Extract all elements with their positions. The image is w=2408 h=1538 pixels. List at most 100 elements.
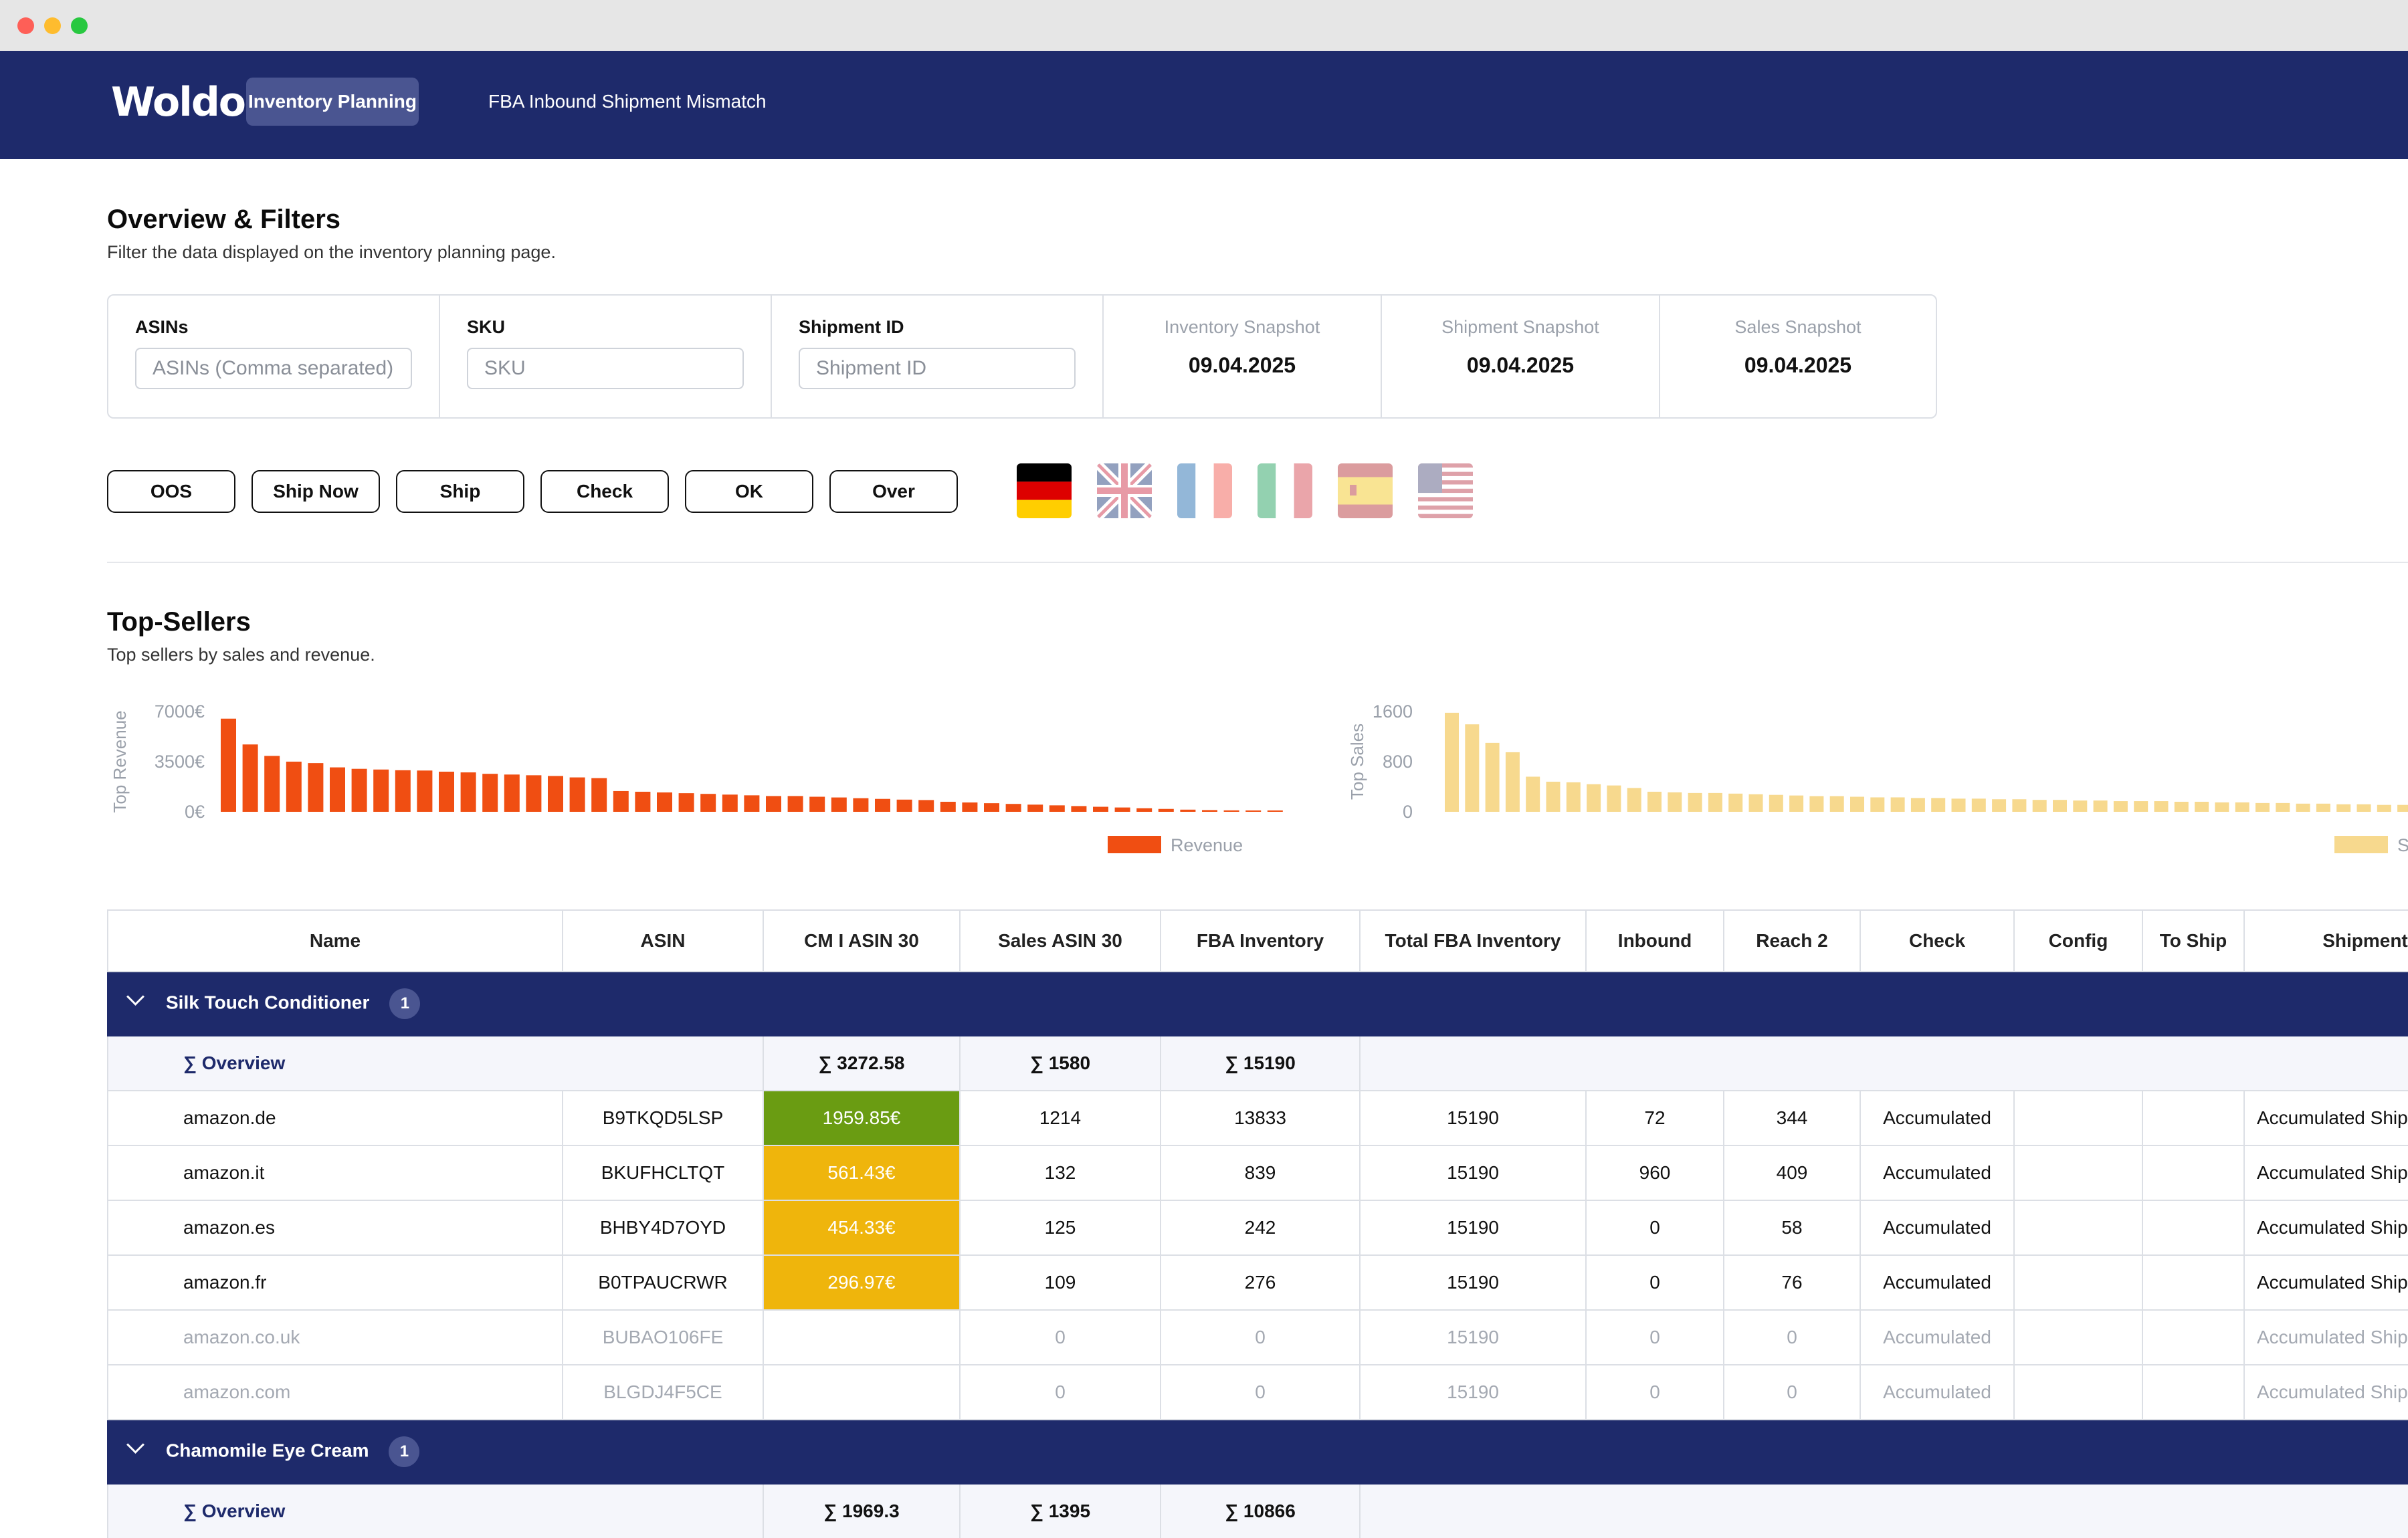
bar[interactable]: [2336, 804, 2351, 812]
column-header-fba-inventory[interactable]: FBA Inventory: [1160, 909, 1361, 972]
bar[interactable]: [657, 792, 672, 812]
bar[interactable]: [1245, 810, 1262, 812]
bar[interactable]: [2255, 802, 2270, 812]
bar[interactable]: [504, 774, 520, 812]
bar[interactable]: [1627, 788, 1641, 812]
tab-fba-inbound-mismatch[interactable]: FBA Inbound Shipment Mismatch: [488, 91, 767, 112]
bar[interactable]: [918, 800, 934, 812]
bar[interactable]: [242, 744, 258, 812]
bar[interactable]: [1202, 810, 1217, 812]
bar[interactable]: [635, 792, 651, 812]
bar[interactable]: [2154, 801, 2169, 812]
bar[interactable]: [1049, 805, 1065, 812]
bar[interactable]: [1910, 798, 1925, 812]
bar[interactable]: [351, 768, 367, 812]
bar[interactable]: [2073, 800, 2088, 812]
bar[interactable]: [1465, 724, 1480, 812]
bar[interactable]: [308, 763, 324, 812]
bar[interactable]: [1505, 752, 1520, 812]
bar[interactable]: [2296, 803, 2310, 812]
asins-input[interactable]: [135, 348, 412, 389]
bar[interactable]: [2276, 802, 2290, 812]
column-header-sales[interactable]: Sales ASIN 30: [959, 909, 1161, 972]
tab-inventory-planning[interactable]: Inventory Planning: [246, 78, 419, 126]
minimize-window-button[interactable]: [44, 17, 61, 34]
usa-flag-icon[interactable]: [1418, 463, 1473, 518]
chevron-down-icon[interactable]: [126, 988, 144, 1006]
bar[interactable]: [962, 802, 978, 812]
bar[interactable]: [1546, 782, 1561, 812]
bar[interactable]: [1445, 712, 1459, 812]
bar[interactable]: [2093, 800, 2108, 812]
bar[interactable]: [853, 798, 869, 812]
bar[interactable]: [2195, 802, 2209, 812]
bar[interactable]: [2053, 800, 2067, 812]
product-group-row[interactable]: Chamomile Eye Cream 1: [107, 1419, 2408, 1485]
bar[interactable]: [613, 790, 629, 812]
bar[interactable]: [1668, 792, 1682, 812]
bar[interactable]: [373, 769, 389, 812]
bar[interactable]: [1071, 806, 1087, 812]
bar[interactable]: [1223, 810, 1239, 812]
bar[interactable]: [439, 772, 454, 812]
bar[interactable]: [1180, 809, 1196, 812]
germany-flag-icon[interactable]: [1017, 463, 1072, 518]
bar[interactable]: [1992, 799, 2007, 812]
france-flag-icon[interactable]: [1177, 463, 1232, 518]
bar[interactable]: [460, 772, 476, 812]
bar[interactable]: [1829, 796, 1844, 812]
column-header-asin[interactable]: ASIN: [562, 909, 764, 972]
table-row[interactable]: amazon.co.uk BUBAO106FE 0 0 15190 0 0 Accumulat…: [107, 1309, 2408, 1365]
table-row[interactable]: amazon.com BLGDJ4F5CE 0 0 15190 0 0 Accumulated…: [107, 1364, 2408, 1420]
over-filter-button[interactable]: Over: [829, 470, 958, 513]
bar[interactable]: [2377, 804, 2391, 812]
spain-flag-icon[interactable]: [1338, 463, 1393, 518]
bar[interactable]: [1158, 808, 1174, 812]
bar[interactable]: [2235, 802, 2249, 812]
bar[interactable]: [1114, 807, 1130, 812]
column-header-inbound[interactable]: Inbound: [1585, 909, 1724, 972]
bar[interactable]: [984, 803, 999, 812]
ok-filter-button[interactable]: OK: [685, 470, 813, 513]
shipment-id-input[interactable]: [799, 348, 1076, 389]
bar[interactable]: [330, 767, 345, 812]
bar[interactable]: [1870, 797, 1885, 812]
bar[interactable]: [1748, 794, 1763, 812]
bar[interactable]: [2012, 799, 2027, 812]
column-header-reach[interactable]: Reach 2: [1723, 909, 1861, 972]
bar[interactable]: [1769, 794, 1783, 812]
bar[interactable]: [2215, 802, 2229, 812]
bar[interactable]: [2134, 801, 2148, 812]
bar[interactable]: [417, 770, 433, 812]
uk-flag-icon[interactable]: [1097, 463, 1152, 518]
bar[interactable]: [1647, 792, 1662, 812]
bar[interactable]: [1136, 808, 1152, 812]
bar[interactable]: [1728, 793, 1743, 812]
bar[interactable]: [744, 795, 760, 812]
column-header-to-ship[interactable]: To Ship: [2142, 909, 2245, 972]
bar[interactable]: [809, 796, 825, 812]
bar[interactable]: [1607, 785, 1621, 812]
bar[interactable]: [1708, 792, 1722, 812]
table-row[interactable]: amazon.it BKUFHCLTQT 561.43€ 132 839 15190 960…: [107, 1145, 2408, 1201]
bar[interactable]: [569, 777, 585, 812]
bar[interactable]: [2174, 802, 2189, 812]
ship-now-filter-button[interactable]: Ship Now: [252, 470, 380, 513]
italy-flag-icon[interactable]: [1258, 463, 1312, 518]
product-group-row[interactable]: Silk Touch Conditioner 1: [107, 971, 2408, 1036]
bar[interactable]: [1931, 798, 1946, 812]
bar[interactable]: [264, 756, 280, 812]
brand-logo[interactable]: Woldo: [111, 79, 246, 126]
bar[interactable]: [1809, 796, 1824, 812]
table-row[interactable]: amazon.fr B0TPAUCRWR 296.97€ 109 276 15190 0 76…: [107, 1254, 2408, 1311]
bar[interactable]: [700, 794, 716, 812]
bar[interactable]: [1526, 776, 1540, 812]
bar[interactable]: [831, 797, 847, 812]
bar[interactable]: [1027, 804, 1043, 812]
bar[interactable]: [2032, 800, 2047, 812]
close-window-button[interactable]: [17, 17, 34, 34]
bar[interactable]: [722, 794, 738, 812]
bar[interactable]: [896, 799, 912, 812]
column-header-shipment-name[interactable]: Shipment Name: [2243, 909, 2408, 972]
column-header-cm[interactable]: CM I ASIN 30: [763, 909, 961, 972]
